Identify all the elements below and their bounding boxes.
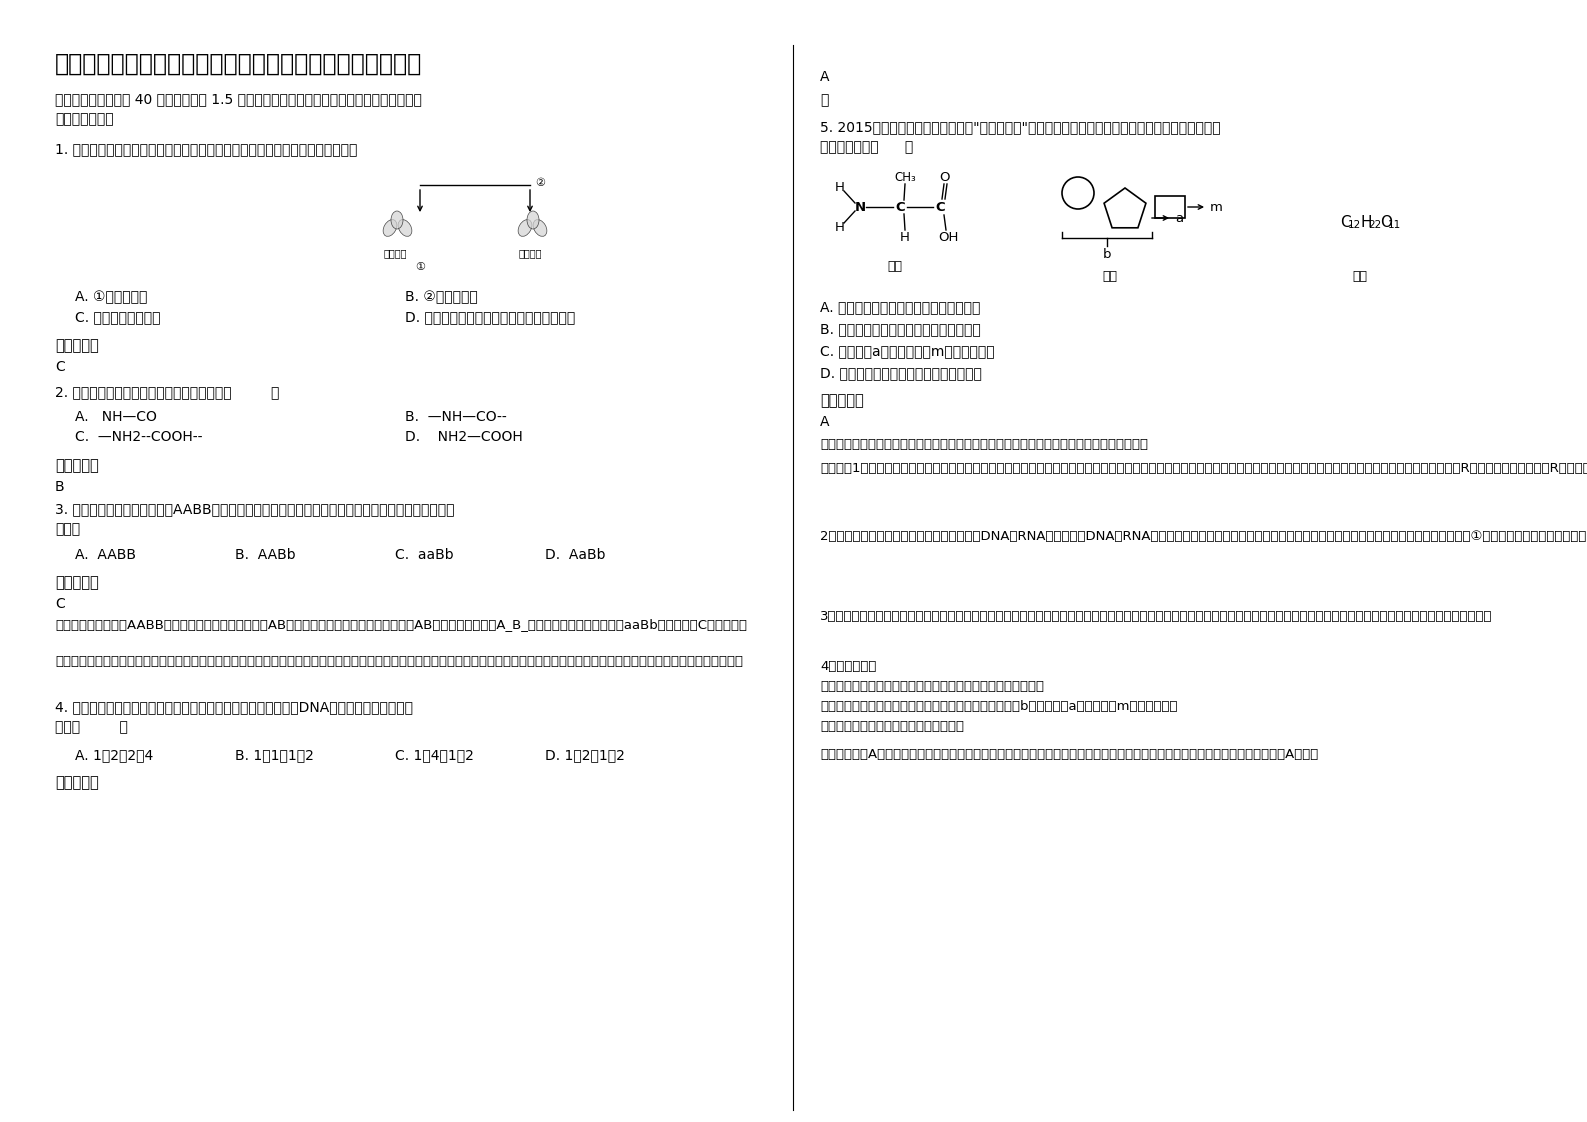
Text: C: C xyxy=(56,360,65,374)
Text: A: A xyxy=(820,415,830,429)
Text: 题目要求的。）: 题目要求的。） xyxy=(56,112,114,126)
Text: 1. 右图为用高茎豌豆和矮茎豌豆进行的杂交实验，则下列相关叙述不正确的是：: 1. 右图为用高茎豌豆和矮茎豌豆进行的杂交实验，则下列相关叙述不正确的是： xyxy=(56,142,357,156)
Text: C: C xyxy=(1339,215,1351,230)
Text: 参考答案：: 参考答案： xyxy=(56,338,98,353)
Text: 图甲: 图甲 xyxy=(887,260,903,273)
Text: 4. 洋葱根尖有丝分裂中期的细胞中，其染色体数、染色单体数、DNA数和脱氧核苷酸链数的: 4. 洋葱根尖有丝分裂中期的细胞中，其染色体数、染色单体数、DNA数和脱氧核苷酸… xyxy=(56,700,413,714)
Text: H: H xyxy=(900,230,909,243)
Text: C: C xyxy=(935,201,944,213)
Text: C. 1；4；1；2: C. 1；4；1；2 xyxy=(395,748,475,762)
Text: 11: 11 xyxy=(1389,220,1401,230)
Text: C. 图乙中若a为脱氧核糖，m可以是尿嘧啶: C. 图乙中若a为脱氧核糖，m可以是尿嘧啶 xyxy=(820,344,995,358)
Text: A: A xyxy=(820,70,830,84)
Text: 略: 略 xyxy=(820,93,828,107)
Ellipse shape xyxy=(533,220,548,237)
Text: 图丙是二糖（蔗糖或麦芽糖）的分子式。: 图丙是二糖（蔗糖或麦芽糖）的分子式。 xyxy=(820,720,963,733)
Text: D. 图丙是该昆虫体内合成多糖的基本单位: D. 图丙是该昆虫体内合成多糖的基本单位 xyxy=(820,366,982,380)
Text: B. ②为授粉处理: B. ②为授粉处理 xyxy=(405,289,478,304)
Text: B. 图甲所示物质在该昆虫的核糖体上合成: B. 图甲所示物质在该昆虫的核糖体上合成 xyxy=(820,322,981,335)
Text: 参考答案：: 参考答案： xyxy=(56,775,98,790)
Text: 【解答】解：A、图甲是氨基酸（丙氨酸）的结构简图，而该昆虫细胞膜上载体的化学本质是蛋白质，蛋白质的基本单位是氨基酸，A正确；: 【解答】解：A、图甲是氨基酸（丙氨酸）的结构简图，而该昆虫细胞膜上载体的化学本质… xyxy=(820,748,1319,761)
Text: 22: 22 xyxy=(1368,220,1381,230)
Text: B.  —NH—CO--: B. —NH—CO-- xyxy=(405,410,506,424)
Text: m: m xyxy=(1209,201,1224,213)
Text: B. 1；1；1；2: B. 1；1；1；2 xyxy=(235,748,314,762)
Text: 高茎的花: 高茎的花 xyxy=(382,248,406,258)
Text: 图乙是构成核酸的基本单位－－核苷酸的结构简图，其中b是核苷酸，a是五碳糖，m是含氮碱基；: 图乙是构成核酸的基本单位－－核苷酸的结构简图，其中b是核苷酸，a是五碳糖，m是含… xyxy=(820,700,1178,712)
Text: 【考点】核酸的基本组成单位；氨基酸的分子结构特点和通式；糖类的种类及其分布和功能。: 【考点】核酸的基本组成单位；氨基酸的分子结构特点和通式；糖类的种类及其分布和功能… xyxy=(820,438,1147,451)
Text: ②: ② xyxy=(535,178,544,188)
Ellipse shape xyxy=(382,220,397,237)
Text: A.   NH—CO: A. NH—CO xyxy=(75,410,157,424)
Text: H: H xyxy=(835,221,844,233)
Text: O: O xyxy=(1381,215,1392,230)
Ellipse shape xyxy=(398,220,413,237)
Text: B.  AABb: B. AABb xyxy=(235,548,295,562)
Text: 2、细胞中的核酸根据所含五碳糖的不同分为DNA和RNA两种，构成DNA与RNA的基本单位分别是脱氧核苷酸和核糖核苷酸，脱氧核苷酸和核糖核苷酸在组成上的差异有：①: 2、细胞中的核酸根据所含五碳糖的不同分为DNA和RNA两种，构成DNA与RNA的… xyxy=(820,530,1587,543)
Text: CH₃: CH₃ xyxy=(893,171,916,184)
Text: N: N xyxy=(854,201,865,213)
Text: 图乙: 图乙 xyxy=(1103,270,1117,283)
Text: C.  aaBb: C. aaBb xyxy=(395,548,454,562)
Text: 比为（         ）: 比为（ ） xyxy=(56,720,129,734)
Text: 叙述正确的是（      ）: 叙述正确的是（ ） xyxy=(820,140,913,154)
Text: 图甲是氨基酸（丙氨酸）的结构简图，是构成蛋白质的氨基酸；: 图甲是氨基酸（丙氨酸）的结构简图，是构成蛋白质的氨基酸； xyxy=(820,680,1044,693)
Text: 3. 已知一玉米植株的基因型为AABB，周围虽生长有其他基因型的玉米植株，但其子代不可能出现的基: 3. 已知一玉米植株的基因型为AABB，周围虽生长有其他基因型的玉米植株，但其子… xyxy=(56,502,454,516)
Text: 2. 组成蛋白质的氨基酸之间的肽键结构式是（         ）: 2. 组成蛋白质的氨基酸之间的肽键结构式是（ ） xyxy=(56,385,279,399)
Text: 12: 12 xyxy=(1347,220,1362,230)
Text: 一、选择题（本题共 40 小题，每小题 1.5 分。在每小题给出的四个选项中，只有一项是符合: 一、选择题（本题共 40 小题，每小题 1.5 分。在每小题给出的四个选项中，只… xyxy=(56,92,422,105)
Text: 5. 2015年我国动物学家发现了一种"海南缺翅虫"的新物种，如图为该昆虫的几种化合物示意图，有关: 5. 2015年我国动物学家发现了一种"海南缺翅虫"的新物种，如图为该昆虫的几种… xyxy=(820,120,1220,134)
Text: C. 矮茎豌豆作为母本: C. 矮茎豌豆作为母本 xyxy=(75,310,160,324)
Text: A. 1；2；2；4: A. 1；2；2；4 xyxy=(75,748,154,762)
Bar xyxy=(1155,196,1185,218)
Text: 参考答案：: 参考答案： xyxy=(820,393,863,408)
Text: 因型是: 因型是 xyxy=(56,522,79,536)
Text: D. 1；2；1；2: D. 1；2；1；2 xyxy=(544,748,625,762)
Ellipse shape xyxy=(390,211,403,229)
Text: OH: OH xyxy=(938,230,959,243)
Text: a: a xyxy=(1174,212,1184,224)
Text: A. 图甲是该昆虫细胞膜上载体的基本单位: A. 图甲是该昆虫细胞膜上载体的基本单位 xyxy=(820,300,981,314)
Ellipse shape xyxy=(527,211,540,229)
Text: B: B xyxy=(56,480,65,494)
Text: 考点：本题考查基因的自由组合定律的有关知识，意在考查考生能运用所学知识与观点，通过比较、分析与综合等方法对某些生物学问题进行解释、推理，做出合理的判断或得出正确: 考点：本题考查基因的自由组合定律的有关知识，意在考查考生能运用所学知识与观点，通… xyxy=(56,655,743,668)
Text: 参考答案：: 参考答案： xyxy=(56,574,98,590)
Text: A.  AABB: A. AABB xyxy=(75,548,136,562)
Text: H: H xyxy=(835,181,844,193)
Text: 山东省青岛市即墨新兴中学高一生物下学期期末试卷含解析: 山东省青岛市即墨新兴中学高一生物下学期期末试卷含解析 xyxy=(56,52,422,76)
Text: ①: ① xyxy=(414,263,425,272)
Text: D. 选用的高茎和矮茎豌豆一般都是纯合子。: D. 选用的高茎和矮茎豌豆一般都是纯合子。 xyxy=(405,310,574,324)
Text: A. ①为去雄处理: A. ①为去雄处理 xyxy=(75,289,148,304)
Text: D.  AaBb: D. AaBb xyxy=(544,548,606,562)
Text: D.    NH2—COOH: D. NH2—COOH xyxy=(405,430,522,444)
Text: 3、糖类分为单糖、二糖和多糖，其中的多糖有淀粉、纤维素和糖原，糖原是动物细胞的储能物质，淀粉是植物细胞的储能物质，纤维素是植物细胞壁的主要成分，构成多糖的单体是: 3、糖类分为单糖、二糖和多糖，其中的多糖有淀粉、纤维素和糖原，糖原是动物细胞的储… xyxy=(820,610,1492,623)
Text: 参考答案：: 参考答案： xyxy=(56,458,98,473)
Text: C: C xyxy=(895,201,905,213)
Ellipse shape xyxy=(517,220,532,237)
Text: 4、分析题图：: 4、分析题图： xyxy=(820,660,876,673)
Text: C.  —NH2--COOH--: C. —NH2--COOH-- xyxy=(75,430,203,444)
Text: C: C xyxy=(56,597,65,611)
Text: H: H xyxy=(1360,215,1371,230)
Text: b: b xyxy=(1103,248,1111,261)
Text: 试题分析：基因型为AABB的个体产生的配子的基因型为AB，由此可见，该个体的子代肯定含有AB基因，即基因型为A_B_，所以不可能出现基因型为aaBb的个体，故C: 试题分析：基因型为AABB的个体产生的配子的基因型为AB，由此可见，该个体的子代… xyxy=(56,618,747,631)
Text: 图丙: 图丙 xyxy=(1352,270,1368,283)
Text: 矮茎的花: 矮茎的花 xyxy=(519,248,541,258)
Text: 【分析】1、构成蛋白质的基本单位是氨基酸，每种氨基酸分子至少都含有一个氨基和一个羧基，且都有一个氨基和一个羧基连接在同一个碳原子上，这个碳原子还连接一个氢和一个: 【分析】1、构成蛋白质的基本单位是氨基酸，每种氨基酸分子至少都含有一个氨基和一个… xyxy=(820,462,1587,475)
Text: O: O xyxy=(940,171,951,184)
